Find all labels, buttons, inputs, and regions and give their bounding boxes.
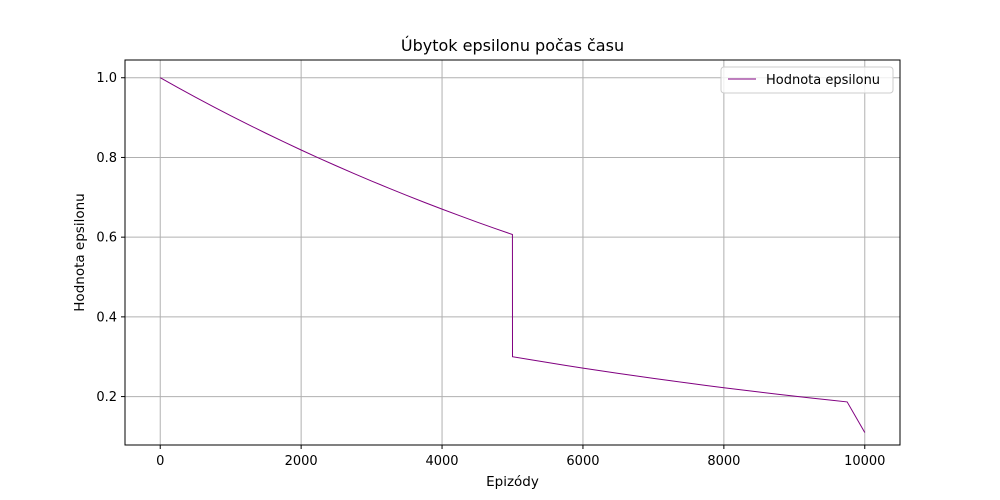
x-tick-label: 10000 bbox=[844, 454, 885, 469]
plot-frame bbox=[124, 59, 901, 446]
x-tick-label: 4000 bbox=[425, 454, 458, 469]
chart-title: Úbytok epsilonu počas času bbox=[401, 36, 624, 55]
series-line-hodnota-epsilonu bbox=[159, 77, 866, 433]
x-tick-label: 2000 bbox=[285, 454, 318, 469]
series-layer bbox=[159, 77, 866, 433]
x-tick-label: 0 bbox=[156, 454, 164, 469]
y-tick-label: 1.0 bbox=[96, 71, 117, 86]
x-axis-label: Epizódy bbox=[486, 474, 539, 490]
y-tick-label: 0.8 bbox=[96, 151, 117, 166]
y-tick-label: 0.6 bbox=[96, 231, 117, 246]
y-tick-label: 0.4 bbox=[96, 310, 117, 325]
legend-label: Hodnota epsilonu bbox=[766, 73, 880, 88]
y-tick-label: 0.2 bbox=[96, 390, 117, 405]
x-tick-label: 6000 bbox=[566, 454, 599, 469]
y-axis: 0.2 0.4 0.6 0.8 1.0 bbox=[96, 71, 125, 405]
x-tick-label: 8000 bbox=[707, 454, 740, 469]
legend-box bbox=[720, 66, 894, 94]
x-axis: 0 2000 4000 6000 8000 10000 bbox=[156, 445, 885, 469]
legend: Hodnota epsilonu bbox=[720, 66, 894, 94]
y-axis-label: Hodnota epsilonu bbox=[72, 193, 88, 311]
